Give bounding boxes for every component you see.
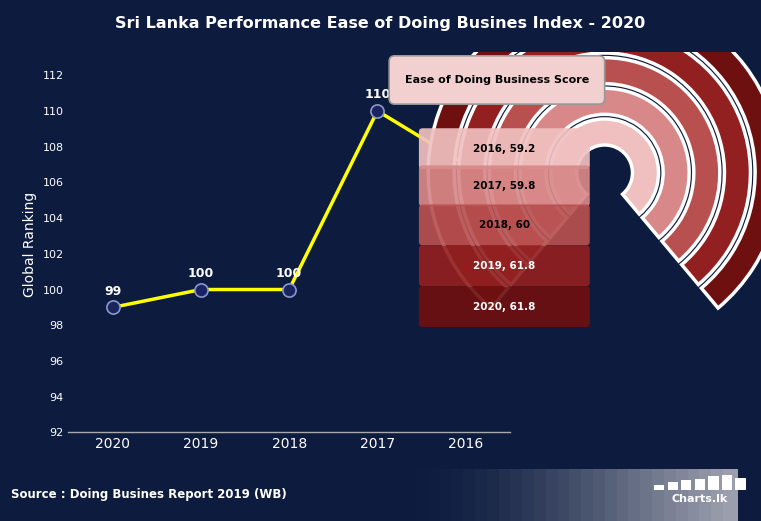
FancyBboxPatch shape xyxy=(419,245,590,286)
Text: 2019, 61.8: 2019, 61.8 xyxy=(473,260,536,271)
Text: 100: 100 xyxy=(188,267,214,280)
Wedge shape xyxy=(551,119,658,214)
Bar xyxy=(735,478,746,490)
Text: 110: 110 xyxy=(365,88,390,101)
Text: Sri Lanka Performance Ease of Doing Busines Index - 2020: Sri Lanka Performance Ease of Doing Busi… xyxy=(116,16,645,31)
Bar xyxy=(511,469,738,521)
Wedge shape xyxy=(489,58,720,261)
Text: Ease of Doing Business Score: Ease of Doing Business Score xyxy=(405,75,589,85)
Point xyxy=(283,286,295,294)
Bar xyxy=(463,469,738,521)
Bar xyxy=(404,469,738,521)
Text: 2017, 59.8: 2017, 59.8 xyxy=(473,181,536,191)
Text: Source : Doing Busines Report 2019 (WB): Source : Doing Busines Report 2019 (WB) xyxy=(11,489,287,501)
Text: 2020, 61.8: 2020, 61.8 xyxy=(473,302,536,312)
Bar xyxy=(569,469,738,521)
Bar xyxy=(676,469,738,521)
Text: 2018, 60: 2018, 60 xyxy=(479,220,530,230)
Bar xyxy=(498,469,738,521)
FancyBboxPatch shape xyxy=(419,165,590,206)
FancyBboxPatch shape xyxy=(419,204,590,245)
Text: 107: 107 xyxy=(470,148,495,162)
Bar xyxy=(687,469,738,521)
Bar xyxy=(695,479,705,490)
Text: 100: 100 xyxy=(276,267,302,280)
Bar xyxy=(558,469,738,521)
Point xyxy=(195,286,207,294)
Bar xyxy=(605,469,738,521)
Wedge shape xyxy=(520,89,689,238)
Point xyxy=(371,107,384,115)
Bar xyxy=(451,469,738,521)
Y-axis label: Global Ranking: Global Ranking xyxy=(23,192,37,297)
Bar xyxy=(668,482,678,490)
Bar xyxy=(380,469,738,521)
Bar xyxy=(722,476,732,490)
Text: Charts.lk: Charts.lk xyxy=(671,494,728,504)
Bar xyxy=(487,469,738,521)
Bar xyxy=(416,469,738,521)
Bar xyxy=(629,469,738,521)
Bar xyxy=(475,469,738,521)
Wedge shape xyxy=(459,27,750,284)
Bar xyxy=(593,469,738,521)
Bar xyxy=(652,469,738,521)
Bar xyxy=(428,469,738,521)
Bar xyxy=(664,469,738,521)
FancyBboxPatch shape xyxy=(419,286,590,327)
Wedge shape xyxy=(428,0,761,308)
Bar xyxy=(723,469,738,521)
FancyBboxPatch shape xyxy=(389,56,605,104)
FancyBboxPatch shape xyxy=(419,128,590,169)
Bar xyxy=(708,476,718,490)
Text: 99: 99 xyxy=(104,284,121,297)
Point xyxy=(460,160,472,169)
Bar xyxy=(534,469,738,521)
Point xyxy=(107,303,119,312)
Bar xyxy=(522,469,738,521)
Bar xyxy=(440,469,738,521)
Bar xyxy=(546,469,738,521)
Text: 2016, 59.2: 2016, 59.2 xyxy=(473,144,536,154)
Bar xyxy=(699,469,738,521)
Bar xyxy=(581,469,738,521)
Bar xyxy=(711,469,738,521)
Bar xyxy=(616,469,738,521)
Bar xyxy=(393,469,738,521)
Bar xyxy=(640,469,738,521)
Bar xyxy=(681,480,692,490)
Bar xyxy=(654,486,664,490)
